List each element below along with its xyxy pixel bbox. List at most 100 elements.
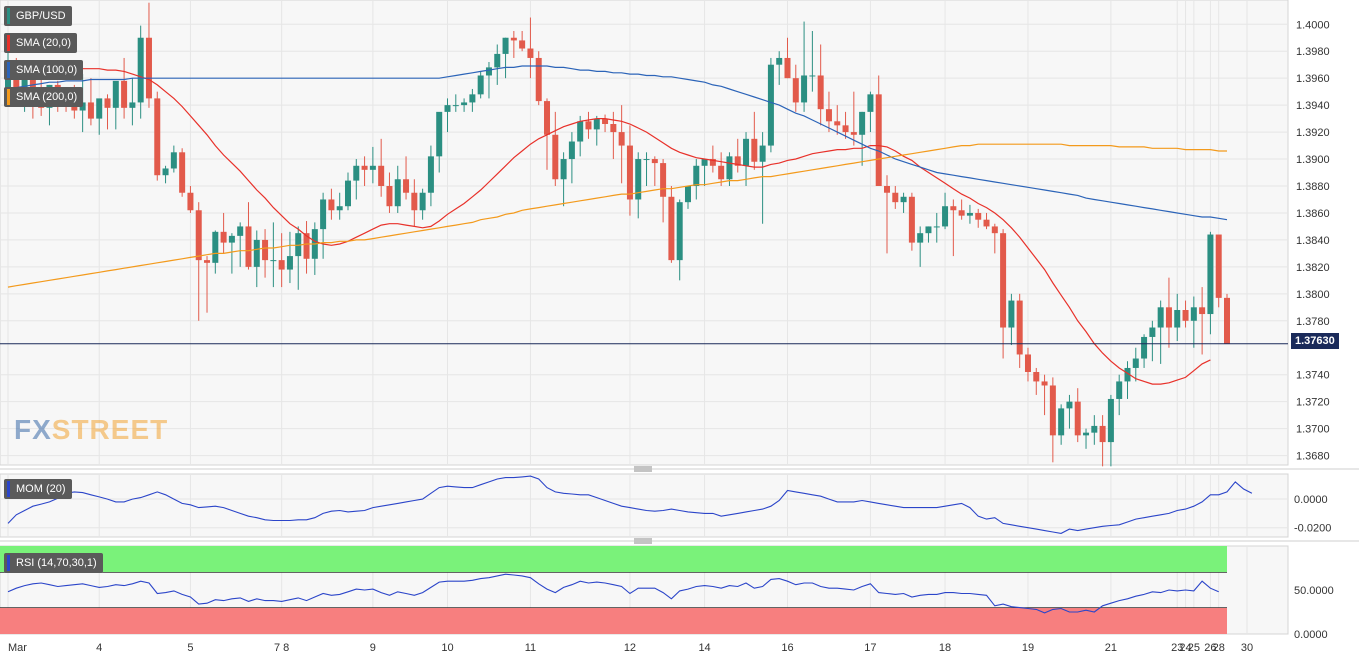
candle-body bbox=[378, 165, 385, 186]
candle-body bbox=[1174, 310, 1181, 328]
y-tick-label: 1.3860 bbox=[1296, 208, 1330, 220]
sma100-label[interactable]: SMA (100,0) bbox=[4, 60, 84, 80]
candle-body bbox=[1132, 358, 1139, 368]
candle-body bbox=[743, 138, 750, 166]
sma20-line bbox=[7, 66, 1211, 385]
candle-body bbox=[170, 152, 177, 169]
candle-body bbox=[477, 75, 484, 95]
candle-body bbox=[1141, 336, 1148, 359]
y-tick-label: 1.4000 bbox=[1296, 19, 1330, 31]
symbol-marker bbox=[7, 8, 10, 24]
candle-body bbox=[1215, 234, 1222, 298]
candle-body bbox=[767, 64, 774, 146]
candle-body bbox=[411, 192, 418, 211]
candle-body bbox=[809, 75, 816, 77]
candle-body bbox=[237, 226, 244, 236]
x-tick-label: 28 bbox=[1213, 642, 1225, 654]
candle-body bbox=[1124, 367, 1131, 382]
candle-body bbox=[1016, 300, 1023, 355]
sma20-label[interactable]: SMA (20,0) bbox=[4, 33, 78, 53]
candle-body bbox=[618, 132, 625, 146]
candle-body bbox=[925, 226, 932, 234]
candle-body bbox=[494, 53, 501, 68]
candle-body bbox=[179, 152, 186, 193]
candle-body bbox=[1107, 398, 1114, 443]
sma200-text: SMA (200,0) bbox=[16, 91, 78, 103]
mom-text: MOM (20) bbox=[16, 483, 66, 495]
x-tick-label: 10 bbox=[441, 642, 453, 654]
candle-body bbox=[1149, 327, 1156, 337]
y-tick-label: 1.3720 bbox=[1296, 397, 1330, 409]
candle-body bbox=[154, 98, 161, 176]
y-tick-label: 1.3980 bbox=[1296, 46, 1330, 58]
rsi-marker bbox=[7, 555, 10, 571]
candle-body bbox=[991, 226, 998, 234]
candle-body bbox=[693, 165, 700, 186]
y-tick-label: 1.3820 bbox=[1296, 262, 1330, 274]
candle-body bbox=[701, 159, 708, 166]
candle-body bbox=[96, 98, 103, 119]
candle-body bbox=[527, 48, 534, 58]
price-panel-bg bbox=[0, 0, 1289, 466]
watermark-fx: FX bbox=[14, 414, 52, 445]
sma100-text: SMA (100,0) bbox=[16, 64, 78, 76]
candle-body bbox=[112, 80, 119, 108]
candle-body bbox=[129, 102, 136, 108]
candle-body bbox=[1182, 310, 1189, 321]
candle-body bbox=[751, 138, 758, 162]
candle-body bbox=[917, 233, 924, 243]
candle-body bbox=[668, 196, 675, 261]
candles-group bbox=[5, 2, 1230, 467]
sma200-label[interactable]: SMA (200,0) bbox=[4, 87, 84, 107]
candle-body bbox=[825, 109, 832, 122]
y-tick-label: 1.3700 bbox=[1296, 424, 1330, 436]
y-tick-label: 1.3880 bbox=[1296, 181, 1330, 193]
candle-body bbox=[1058, 408, 1065, 436]
candle-body bbox=[427, 156, 434, 193]
current-price-tag: 1.37630 bbox=[1291, 333, 1339, 349]
candle-body bbox=[610, 124, 617, 133]
candle-body bbox=[270, 260, 277, 262]
candle-body bbox=[900, 196, 907, 203]
candle-body bbox=[975, 212, 982, 220]
candle-body bbox=[386, 186, 393, 207]
mom-panel-bg bbox=[0, 473, 1289, 538]
candle-body bbox=[1091, 425, 1098, 433]
candle-body bbox=[842, 125, 849, 133]
x-tick-label: 7 8 bbox=[274, 642, 289, 654]
mom-y-tick-label: -0.0200 bbox=[1294, 523, 1331, 535]
candle-body bbox=[262, 239, 269, 261]
candle-body bbox=[137, 37, 144, 103]
x-tick-label: Mar bbox=[8, 642, 27, 654]
candle-body bbox=[21, 78, 28, 88]
candle-body bbox=[535, 57, 542, 102]
x-tick-label: 4 bbox=[96, 642, 102, 654]
candle-body bbox=[253, 239, 260, 267]
candle-body bbox=[585, 121, 592, 130]
candle-body bbox=[933, 226, 940, 228]
candle-body bbox=[552, 134, 559, 180]
symbol-label[interactable]: GBP/USD bbox=[4, 6, 72, 26]
candle-body bbox=[966, 212, 973, 216]
candle-body bbox=[834, 121, 841, 126]
candle-body bbox=[1049, 385, 1056, 436]
candle-body bbox=[369, 165, 376, 170]
candle-body bbox=[709, 159, 716, 166]
x-tick-label: 16 bbox=[781, 642, 793, 654]
mom-line bbox=[7, 475, 1253, 534]
candle-body bbox=[519, 40, 526, 49]
candle-body bbox=[602, 118, 609, 124]
mom-label[interactable]: MOM (20) bbox=[4, 479, 72, 499]
symbol-text: GBP/USD bbox=[16, 10, 66, 22]
candle-body bbox=[5, 78, 11, 96]
candle-body bbox=[1066, 401, 1073, 409]
candle-body bbox=[643, 159, 650, 161]
rsi-label[interactable]: RSI (14,70,30,1) bbox=[4, 553, 103, 573]
candle-body bbox=[1099, 425, 1106, 443]
mom-marker bbox=[7, 481, 10, 497]
y-tick-label: 1.3960 bbox=[1296, 73, 1330, 85]
candle-body bbox=[560, 159, 567, 180]
candle-body bbox=[1190, 307, 1197, 321]
candle-body bbox=[593, 118, 600, 130]
y-tick-label: 1.3900 bbox=[1296, 154, 1330, 166]
